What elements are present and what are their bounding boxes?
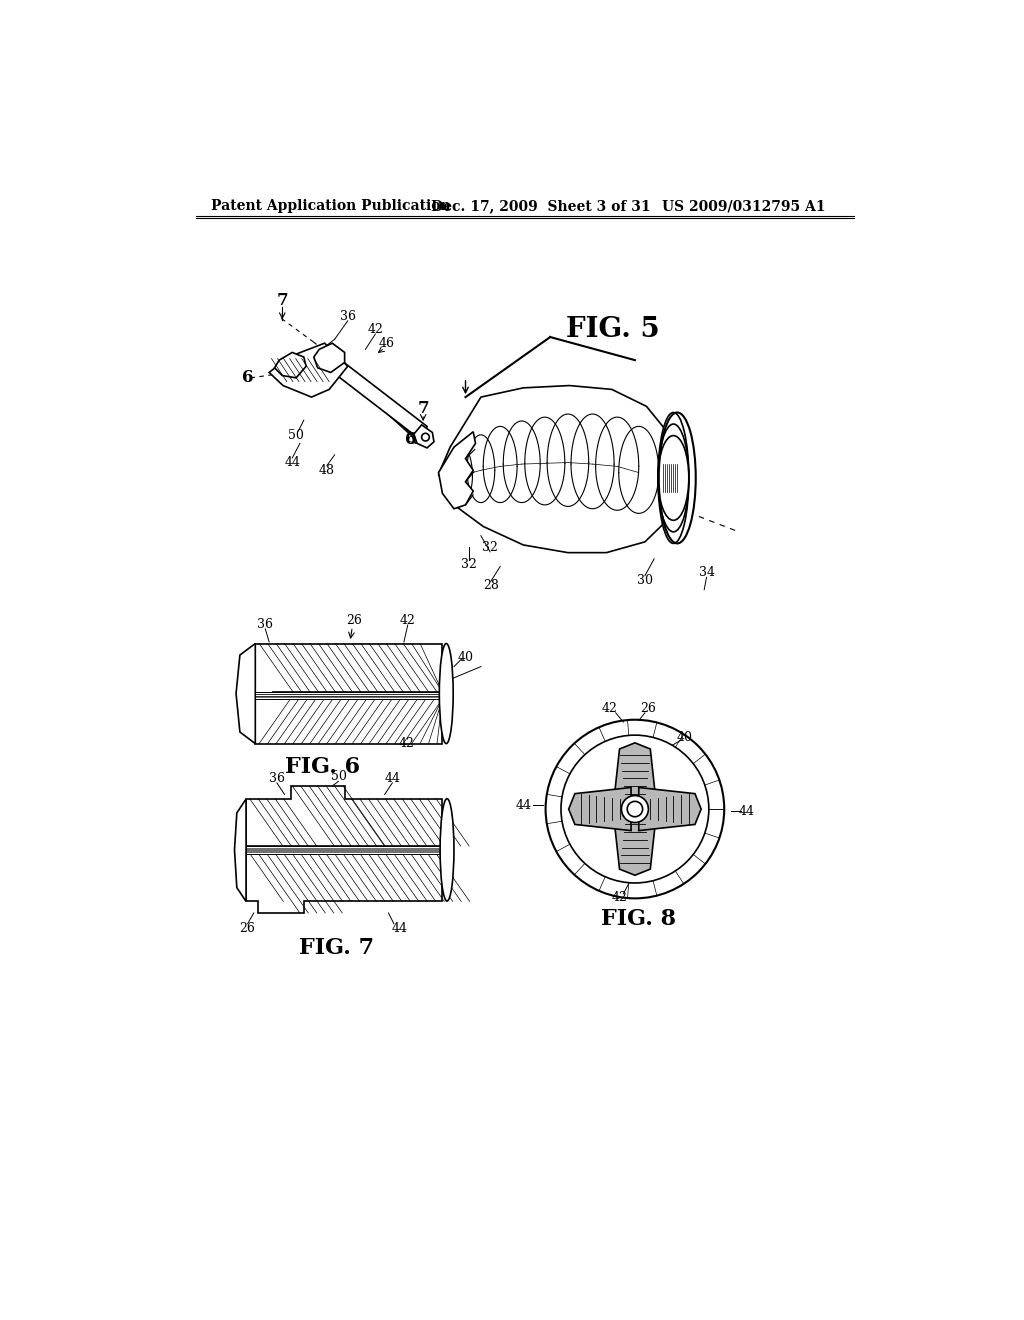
Text: Patent Application Publication: Patent Application Publication	[211, 199, 451, 213]
Polygon shape	[438, 385, 683, 553]
Polygon shape	[613, 743, 656, 805]
Polygon shape	[313, 343, 345, 372]
Text: 50: 50	[288, 429, 304, 442]
Text: 40: 40	[677, 731, 693, 744]
Polygon shape	[639, 788, 701, 830]
Text: 44: 44	[384, 772, 400, 785]
Ellipse shape	[440, 799, 454, 902]
Text: 40: 40	[458, 651, 473, 664]
Text: 36: 36	[340, 310, 355, 323]
Text: 42: 42	[611, 891, 628, 904]
Ellipse shape	[561, 735, 709, 883]
Polygon shape	[274, 352, 306, 378]
Polygon shape	[246, 854, 442, 913]
Text: 42: 42	[398, 737, 414, 750]
Text: 26: 26	[240, 921, 256, 935]
Text: 48: 48	[318, 463, 335, 477]
Text: 36: 36	[269, 772, 285, 785]
Text: 7: 7	[276, 292, 288, 309]
Text: 32: 32	[482, 541, 498, 554]
Text: FIG. 5: FIG. 5	[565, 315, 659, 343]
Polygon shape	[246, 785, 442, 846]
Text: 44: 44	[285, 455, 300, 469]
Text: 30: 30	[637, 574, 653, 587]
Ellipse shape	[439, 644, 454, 743]
Polygon shape	[438, 432, 475, 508]
Polygon shape	[234, 799, 246, 902]
Polygon shape	[269, 343, 348, 397]
Polygon shape	[237, 644, 255, 743]
Text: 42: 42	[399, 614, 416, 627]
Ellipse shape	[628, 801, 643, 817]
Text: 46: 46	[379, 337, 395, 350]
Text: 42: 42	[368, 323, 383, 335]
Text: FIG. 6: FIG. 6	[286, 755, 360, 777]
Text: 6: 6	[406, 430, 417, 447]
Text: 44: 44	[738, 805, 755, 818]
Text: 50: 50	[331, 770, 346, 783]
Ellipse shape	[422, 433, 429, 441]
Text: 7: 7	[418, 400, 429, 417]
Ellipse shape	[622, 796, 648, 822]
Polygon shape	[568, 788, 631, 830]
Text: 32: 32	[462, 558, 477, 572]
Text: Dec. 17, 2009  Sheet 3 of 31: Dec. 17, 2009 Sheet 3 of 31	[431, 199, 650, 213]
Polygon shape	[323, 350, 427, 442]
Text: 36: 36	[257, 618, 273, 631]
Ellipse shape	[658, 436, 689, 520]
Polygon shape	[613, 813, 656, 875]
Text: FIG. 7: FIG. 7	[299, 937, 375, 958]
Text: 42: 42	[601, 702, 617, 715]
Polygon shape	[255, 644, 442, 696]
Ellipse shape	[546, 719, 724, 899]
Text: FIG. 8: FIG. 8	[601, 908, 676, 931]
Ellipse shape	[658, 412, 689, 544]
Text: 44: 44	[515, 799, 531, 812]
Text: 26: 26	[346, 614, 361, 627]
Polygon shape	[255, 696, 442, 743]
Text: 6: 6	[242, 370, 253, 387]
Polygon shape	[255, 692, 442, 700]
Text: 44: 44	[392, 921, 408, 935]
Polygon shape	[414, 425, 434, 447]
Text: 28: 28	[483, 579, 499, 593]
Text: 26: 26	[640, 702, 656, 715]
Polygon shape	[246, 846, 442, 854]
Text: US 2009/0312795 A1: US 2009/0312795 A1	[662, 199, 825, 213]
Text: 34: 34	[698, 566, 715, 579]
Ellipse shape	[658, 424, 689, 532]
